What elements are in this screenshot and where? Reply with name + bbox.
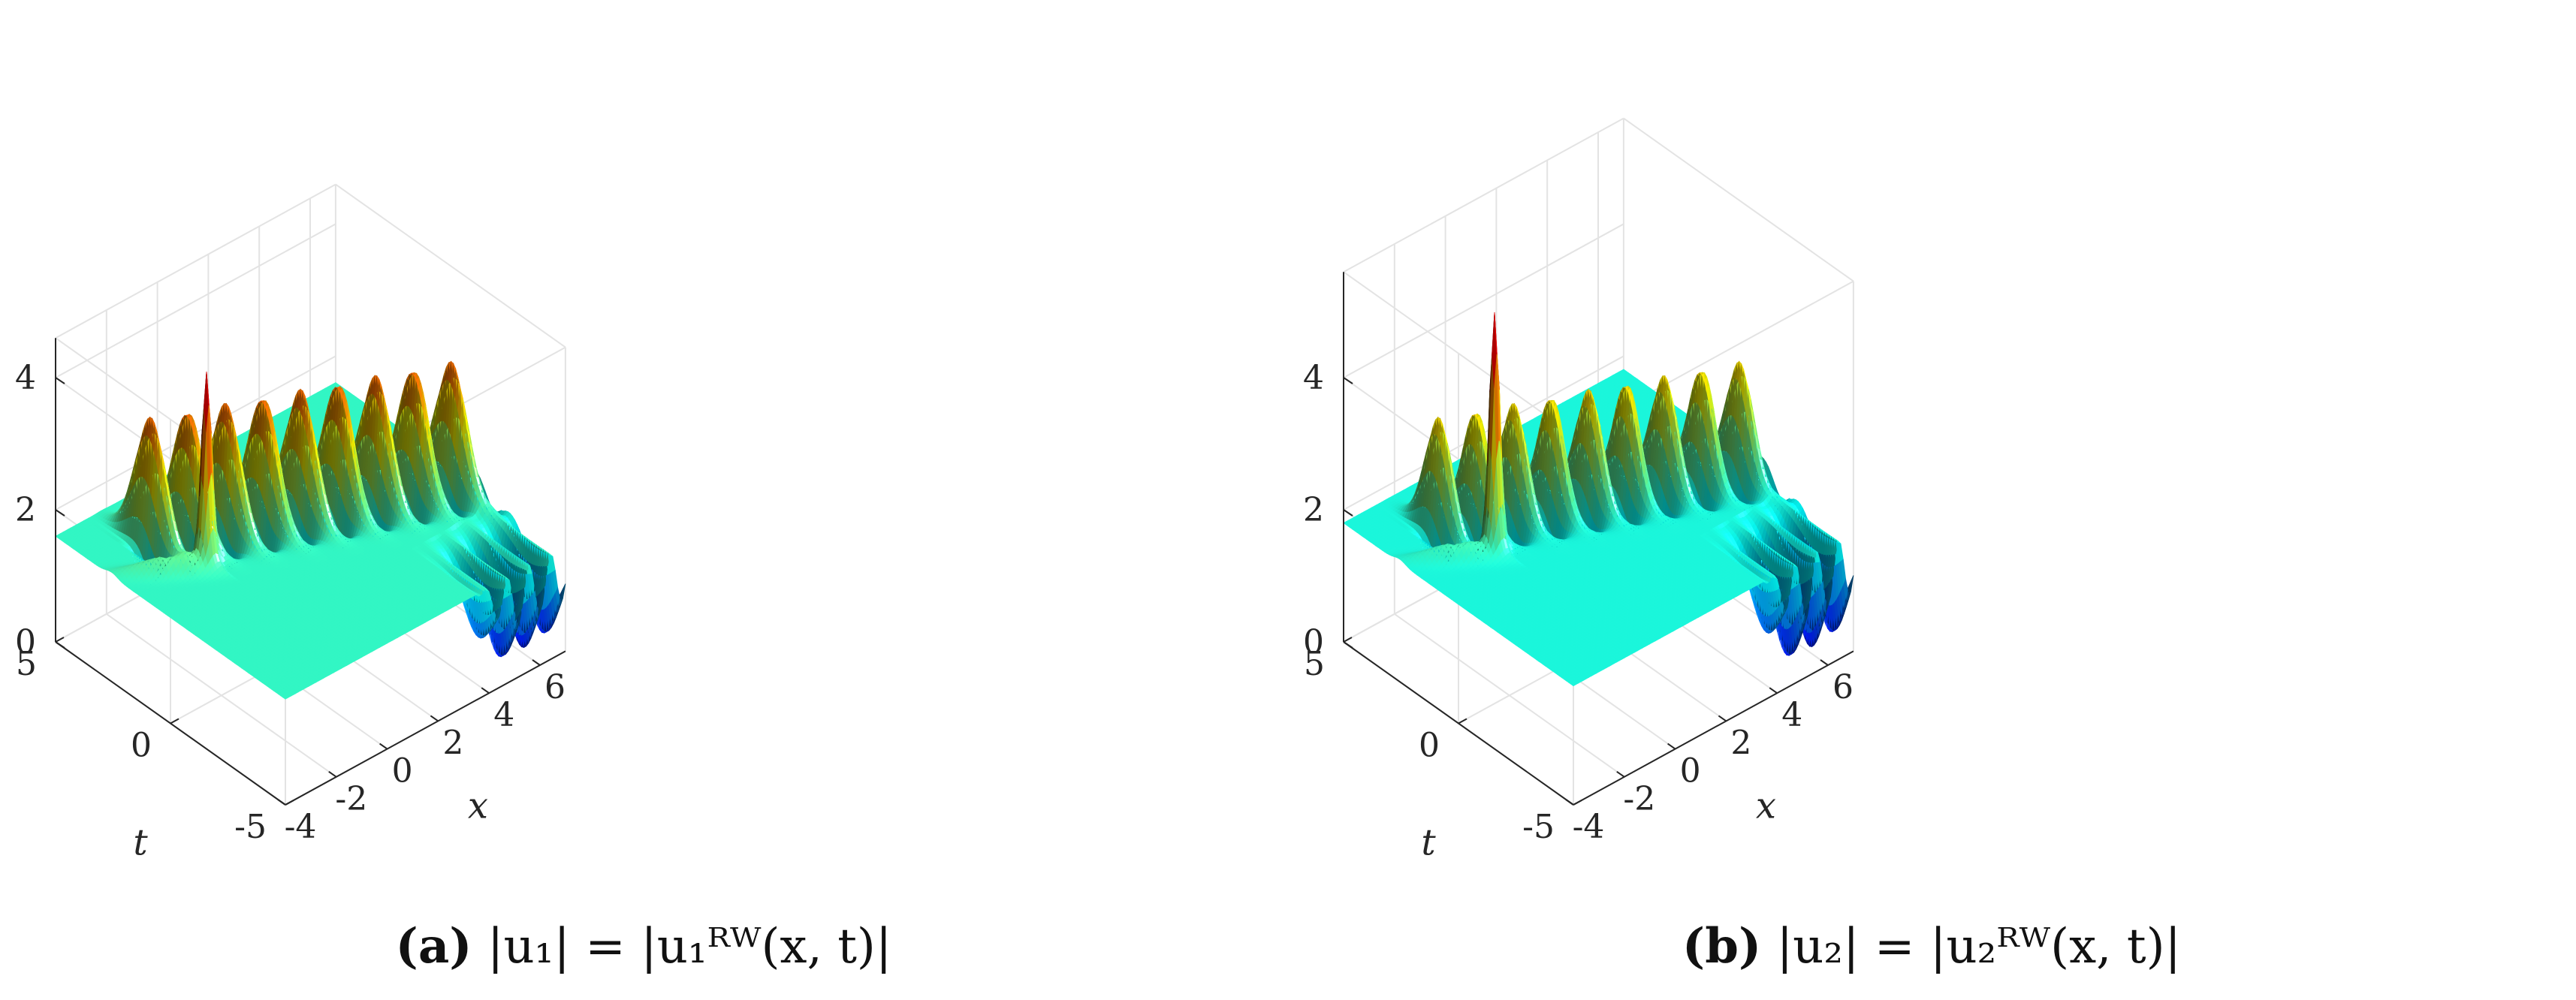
grid-line — [55, 223, 336, 378]
grid-line — [106, 613, 337, 778]
grid-line — [335, 183, 566, 348]
surface — [55, 360, 566, 700]
grid-line — [55, 183, 336, 339]
